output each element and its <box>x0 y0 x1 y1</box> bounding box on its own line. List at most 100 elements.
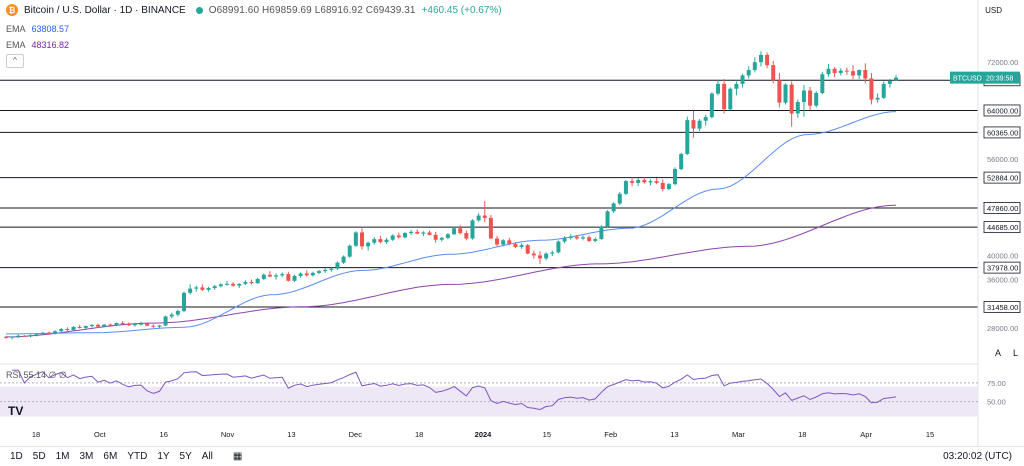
candle-65 <box>402 231 407 239</box>
collapse-legend-button[interactable]: ^ <box>6 54 24 68</box>
ema-slow-legend[interactable]: EMA 48316.82 <box>6 40 69 50</box>
time-tick-13: Apr <box>860 430 872 439</box>
rsi-legend[interactable]: RSI 55.14 ∅ ∅ <box>6 370 67 381</box>
time-tick-0: 18 <box>32 430 40 439</box>
chart-header: ₿ Bitcoin / U.S. Dollar · 1D · BINANCE O… <box>6 4 502 16</box>
candle-16 <box>102 324 107 328</box>
candle-76 <box>470 219 475 240</box>
candle-136 <box>838 68 843 76</box>
range-5d[interactable]: 5D <box>32 451 46 462</box>
candle-17 <box>108 323 113 327</box>
range-5y[interactable]: 5Y <box>179 451 192 462</box>
candle-110 <box>679 152 684 171</box>
candle-140 <box>863 63 868 84</box>
current-price-tag <box>950 71 1020 84</box>
candle-66 <box>409 230 414 235</box>
ema-fast-legend[interactable]: EMA 63808.57 <box>6 24 69 34</box>
candle-35 <box>218 283 223 288</box>
candle-70 <box>433 231 438 243</box>
ema-fast-value: 63808.57 <box>31 24 70 34</box>
candle-118 <box>728 87 733 111</box>
candle-67 <box>415 229 420 235</box>
candle-116 <box>716 80 720 96</box>
level-tag-52884 <box>983 171 1021 184</box>
axis-controls: A L <box>995 348 1018 358</box>
price-chart[interactable]: 72000.0069000.0064000.0060365.0056000.00… <box>0 0 1024 446</box>
rsi-value: 55.14 <box>23 370 47 380</box>
candle-31 <box>194 285 199 292</box>
range-1m[interactable]: 1M <box>55 451 70 462</box>
range-3m[interactable]: 3M <box>79 451 94 462</box>
candle-12 <box>77 324 82 329</box>
range-buttons: 1D 5D 1M 3M 6M YTD 1Y 5Y All <box>10 451 213 462</box>
time-tick-11: Mar <box>732 430 745 439</box>
ohlc-values: O68991.60 H69859.69 L68916.92 C69439.31 <box>208 4 416 16</box>
candle-19 <box>120 321 125 325</box>
candle-75 <box>464 230 469 241</box>
candle-127 <box>783 83 788 105</box>
time-tick-1: Oct <box>94 430 107 439</box>
price-tick-60365: 60365.00 <box>987 128 1018 137</box>
price-tick-28000: 28000.00 <box>987 324 1018 333</box>
log-scale-button[interactable]: L <box>1012 348 1018 358</box>
range-1d[interactable]: 1D <box>10 451 23 462</box>
calendar-icon[interactable]: ▦ <box>232 451 243 462</box>
candle-133 <box>820 71 825 95</box>
price-tick-36000: 36000.00 <box>987 276 1018 285</box>
time-tick-7: 2024 <box>475 430 493 439</box>
symbol-title[interactable]: Bitcoin / U.S. Dollar · 1D · BINANCE <box>24 4 186 16</box>
candle-38 <box>237 283 242 289</box>
candle-49 <box>304 270 309 277</box>
candle-129 <box>795 99 800 118</box>
ema-fast-line <box>6 111 897 335</box>
candle-47 <box>292 274 297 282</box>
candle-0 <box>4 335 8 339</box>
candle-72 <box>445 233 450 240</box>
candle-56 <box>347 244 352 258</box>
range-1y[interactable]: 1Y <box>157 451 170 462</box>
candle-74 <box>458 225 463 235</box>
price-change: +460.45 (+0.67%) <box>421 4 502 16</box>
time-tick-10: 13 <box>670 430 678 439</box>
candle-114 <box>703 114 708 126</box>
price-tick-40000: 40000.00 <box>987 251 1018 260</box>
candle-40 <box>249 279 254 285</box>
candle-88 <box>544 252 549 261</box>
candle-80 <box>495 236 500 247</box>
rsi-tick-75: 75.00 <box>987 379 1006 388</box>
auto-scale-button[interactable]: A <box>994 348 1001 358</box>
candle-104 <box>642 177 647 184</box>
range-all[interactable]: All <box>201 451 213 462</box>
candle-64 <box>396 232 401 239</box>
candle-73 <box>452 226 457 235</box>
candle-113 <box>697 118 702 132</box>
candle-69 <box>427 230 432 236</box>
tradingview-logo: TV <box>8 404 24 418</box>
candle-105 <box>648 179 653 186</box>
candle-25 <box>157 324 162 329</box>
candle-29 <box>182 291 186 313</box>
range-ytd[interactable]: YTD <box>127 451 148 462</box>
time-tick-3: Nov <box>221 430 235 439</box>
candle-135 <box>832 66 837 78</box>
candle-106 <box>654 178 659 185</box>
candle-145 <box>894 75 898 81</box>
candle-59 <box>366 241 371 251</box>
candle-92 <box>568 234 573 240</box>
candle-53 <box>329 267 334 272</box>
price-tick-31458: 31458.00 <box>987 303 1018 312</box>
bitcoin-icon: ₿ <box>6 4 18 16</box>
candle-13 <box>83 325 88 330</box>
candle-120 <box>740 73 745 88</box>
candle-89 <box>550 250 555 257</box>
candle-90 <box>556 240 561 254</box>
ema-fast-label: EMA <box>6 24 26 34</box>
range-6m[interactable]: 6M <box>103 451 118 462</box>
time-tick-9: Feb <box>604 430 617 439</box>
candle-42 <box>261 273 266 281</box>
candle-81 <box>501 239 506 247</box>
candle-5 <box>34 333 39 337</box>
candle-36 <box>224 280 229 286</box>
candle-87 <box>538 251 542 264</box>
ema-slow-value: 48316.82 <box>31 40 70 50</box>
